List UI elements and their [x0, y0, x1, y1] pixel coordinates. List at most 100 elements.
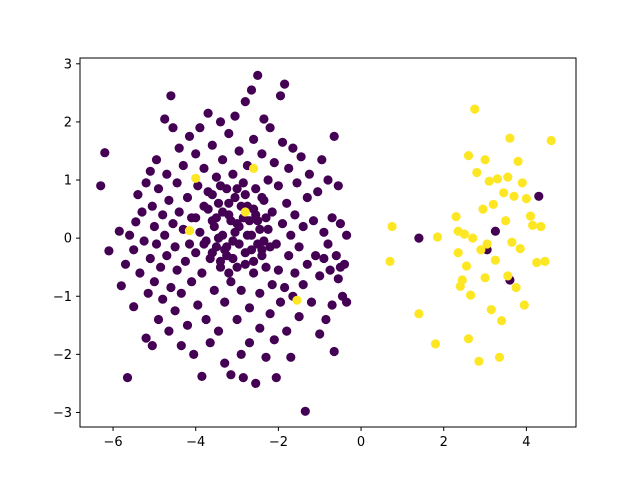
scatter-point-series0-100	[234, 146, 244, 156]
scatter-point-series0-117	[251, 378, 261, 388]
scatter-point-series1-26	[480, 155, 490, 165]
scatter-point-series0-105	[238, 373, 248, 383]
scatter-point-series0-97	[230, 192, 240, 203]
scatter-point-series0-144	[280, 79, 290, 89]
scatter-point-series0-131	[265, 123, 275, 133]
scatter-point-series1-47	[525, 211, 536, 221]
scatter-point-series1-15	[461, 261, 472, 271]
scatter-point-series0-50	[178, 160, 188, 171]
y-tick-label: −3	[53, 406, 72, 421]
scatter-point-series0-164	[302, 259, 312, 269]
scatter-point-series0-78	[211, 172, 221, 182]
scatter-point-series0-36	[164, 326, 174, 336]
scatter-point-series0-209	[240, 259, 250, 269]
scatter-point-series0-180	[327, 300, 337, 310]
scatter-point-series1-8	[430, 339, 441, 349]
scatter-point-series0-68	[199, 163, 209, 173]
scatter-point-series0-2	[104, 246, 114, 256]
scatter-point-series0-230	[414, 233, 424, 243]
scatter-point-series0-122	[257, 149, 267, 159]
scatter-point-series1-3	[240, 207, 250, 217]
scatter-point-series0-232	[490, 226, 500, 236]
y-tick-label: 3	[64, 57, 72, 72]
scatter-point-series1-38	[505, 133, 515, 143]
scatter-point-series1-40	[509, 191, 519, 201]
scatter-point-series1-24	[478, 204, 488, 214]
scatter-point-series0-60	[191, 248, 201, 258]
scatter-point-series0-229	[191, 213, 201, 223]
scatter-point-series0-145	[280, 282, 290, 293]
scatter-point-series0-234	[534, 191, 544, 201]
scatter-point-series0-118	[253, 70, 263, 80]
scatter-point-series0-23	[149, 277, 159, 287]
scatter-point-series0-26	[153, 184, 164, 194]
scatter-point-series0-206	[215, 256, 226, 266]
x-tick-label: −6	[103, 435, 122, 450]
scatter-point-series0-12	[135, 268, 145, 278]
scatter-point-series0-155	[290, 268, 300, 278]
scatter-point-series0-139	[273, 265, 283, 275]
scatter-point-series0-22	[149, 221, 159, 232]
scatter-point-series0-31	[160, 114, 170, 124]
scatter-point-series0-179	[327, 213, 337, 223]
scatter-point-series0-53	[182, 320, 193, 330]
scatter-point-series0-41	[170, 242, 180, 252]
scatter-point-series0-77	[209, 285, 219, 295]
scatter-point-series0-47	[176, 288, 186, 298]
scatter-point-series1-5	[385, 256, 395, 266]
scatter-point-series0-169	[313, 187, 323, 197]
scatter-point-series0-163	[302, 192, 312, 203]
scatter-point-series0-147	[282, 326, 292, 336]
scatter-point-series0-10	[131, 217, 141, 227]
scatter-point-series0-59	[191, 149, 201, 159]
scatter-point-series0-121	[255, 323, 265, 333]
scatter-point-series0-172	[317, 155, 327, 165]
scatter-point-series0-221	[207, 190, 217, 200]
scatter-point-series0-211	[257, 251, 267, 261]
x-tick-label: 0	[357, 435, 365, 450]
scatter-point-series1-53	[503, 172, 513, 182]
y-tick-label: −2	[53, 348, 72, 363]
scatter-point-series0-43	[172, 178, 182, 188]
scatter-point-series0-137	[271, 373, 281, 383]
scatter-point-series0-5	[120, 259, 131, 269]
y-tick-label: 0	[64, 232, 72, 247]
scatter-point-series1-29	[486, 305, 496, 315]
scatter-point-series1-49	[532, 257, 542, 268]
scatter-point-series0-94	[228, 169, 238, 179]
scatter-point-series0-112	[246, 85, 257, 95]
scatter-point-series0-25	[151, 239, 162, 249]
scatter-point-series1-41	[511, 282, 521, 293]
scatter-point-series0-142	[277, 219, 288, 229]
scatter-point-series0-210	[249, 204, 259, 214]
scatter-point-series0-207	[224, 198, 234, 208]
scatter-point-series1-34	[497, 316, 507, 326]
scatter-point-series1-4	[292, 295, 302, 305]
scatter-point-series0-110	[244, 303, 255, 313]
scatter-point-series0-13	[137, 207, 147, 217]
scatter-point-series1-23	[476, 245, 486, 255]
scatter-point-series0-34	[162, 251, 172, 261]
scatter-point-series0-7	[125, 230, 135, 240]
scatter-point-series0-197	[230, 227, 240, 237]
points-layer	[96, 70, 556, 416]
scatter-point-series0-87	[220, 358, 230, 368]
scatter-point-series1-28	[484, 176, 494, 186]
scatter-point-series0-150	[286, 352, 296, 362]
scatter-point-series0-222	[215, 181, 226, 191]
scatter-point-series1-43	[515, 244, 525, 254]
scatter-point-series0-173	[319, 227, 329, 237]
scatter-point-series1-46	[521, 194, 532, 204]
scatter-point-series0-143	[277, 137, 288, 147]
scatter-point-series0-186	[335, 219, 345, 229]
x-tick-label: −4	[186, 435, 205, 450]
scatter-point-series0-130	[265, 309, 275, 319]
scatter-point-series1-36	[501, 216, 511, 226]
scatter-point-series0-90	[224, 128, 234, 139]
scatter-point-series0-4	[116, 281, 126, 291]
scatter-point-series1-9	[432, 232, 443, 242]
scatter-point-series0-165	[304, 169, 314, 179]
scatter-point-series0-154	[290, 210, 300, 220]
scatter-point-series1-42	[513, 156, 523, 166]
scatter-point-series0-227	[257, 192, 267, 203]
